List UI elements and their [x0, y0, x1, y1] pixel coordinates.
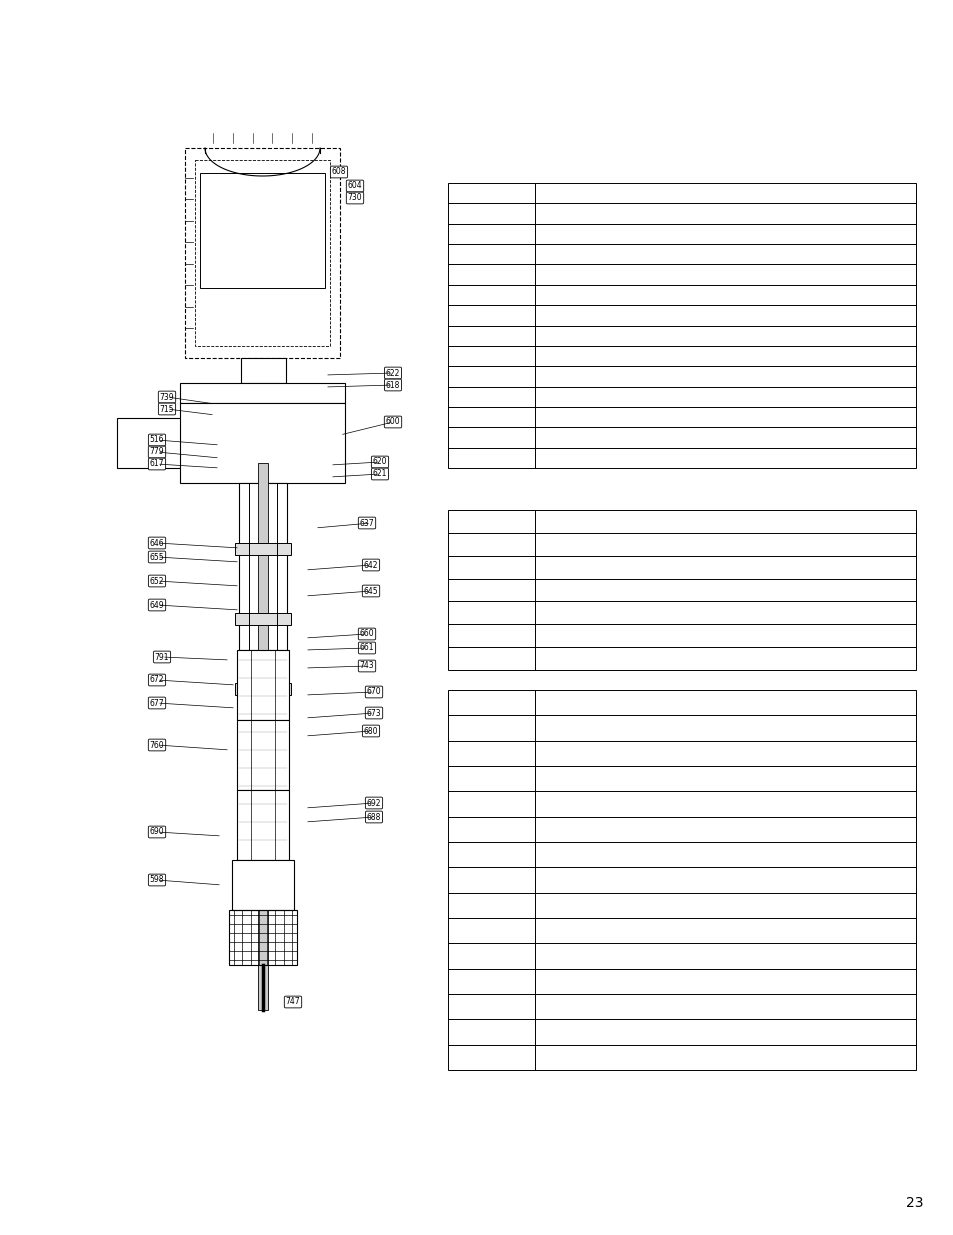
Text: 670: 670 — [366, 688, 381, 697]
Bar — [180, 383, 345, 403]
Text: 779: 779 — [150, 447, 164, 457]
Text: 688: 688 — [366, 813, 381, 821]
Text: 622: 622 — [385, 368, 399, 378]
Bar — [239, 483, 287, 650]
Text: 743: 743 — [359, 662, 374, 671]
Text: 645: 645 — [363, 587, 378, 595]
Text: 661: 661 — [359, 643, 374, 652]
Text: 608: 608 — [332, 168, 346, 177]
Text: 649: 649 — [150, 600, 164, 610]
Text: 604: 604 — [347, 182, 362, 190]
Text: 730: 730 — [347, 194, 362, 203]
Bar — [448, 690, 915, 1070]
Bar — [236, 650, 289, 720]
Text: 23: 23 — [905, 1195, 923, 1210]
Text: 791: 791 — [154, 652, 169, 662]
Text: 598: 598 — [150, 876, 164, 884]
Text: 618: 618 — [385, 380, 399, 389]
Bar — [229, 910, 296, 965]
Bar — [200, 173, 325, 288]
Text: 646: 646 — [150, 538, 164, 547]
Text: 600: 600 — [385, 417, 400, 426]
Text: 652: 652 — [150, 577, 164, 585]
Text: 637: 637 — [359, 519, 374, 527]
Text: 660: 660 — [359, 630, 374, 638]
Text: 642: 642 — [363, 561, 377, 569]
Bar — [236, 720, 289, 790]
Text: 621: 621 — [373, 469, 387, 478]
Text: 516: 516 — [150, 436, 164, 445]
Bar — [234, 613, 291, 625]
Bar — [180, 403, 345, 483]
Text: 677: 677 — [150, 699, 164, 708]
Bar — [185, 148, 339, 358]
Text: 715: 715 — [159, 405, 174, 414]
Bar — [194, 161, 330, 346]
Text: 747: 747 — [285, 998, 300, 1007]
Bar — [234, 683, 291, 695]
Text: 692: 692 — [366, 799, 381, 808]
Text: 680: 680 — [363, 726, 377, 736]
Bar — [234, 543, 291, 555]
Bar — [241, 358, 286, 383]
Text: 739: 739 — [159, 393, 174, 401]
Bar — [448, 183, 915, 468]
Text: 617: 617 — [150, 459, 164, 468]
Text: 760: 760 — [150, 741, 164, 750]
Text: 620: 620 — [373, 457, 387, 467]
Text: 655: 655 — [150, 552, 164, 562]
Bar — [232, 860, 294, 910]
Text: 672: 672 — [150, 676, 164, 684]
Bar — [236, 790, 289, 860]
Bar — [117, 417, 185, 468]
Bar — [448, 510, 915, 671]
Text: 690: 690 — [150, 827, 164, 836]
Bar — [257, 463, 268, 1010]
Text: 673: 673 — [366, 709, 381, 718]
